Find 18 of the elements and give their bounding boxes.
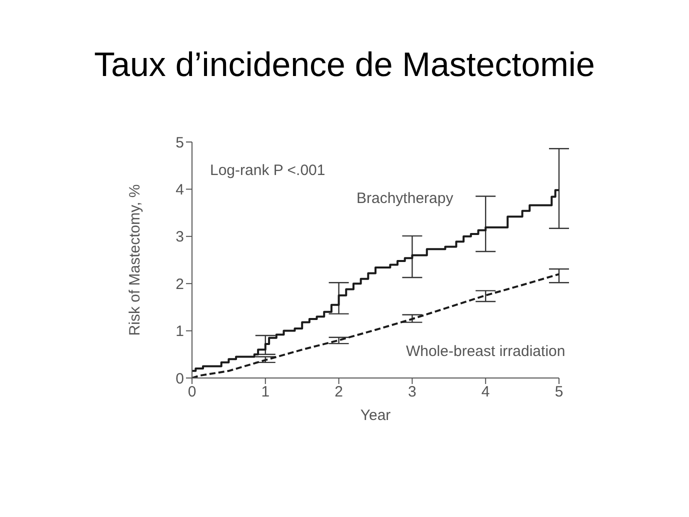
y-tick-label: 5 bbox=[176, 134, 184, 152]
series-label: Whole-breast irradiation bbox=[406, 343, 566, 360]
y-tick-label: 1 bbox=[176, 323, 184, 340]
x-tick-label: 5 bbox=[554, 384, 564, 401]
chart-title: Taux d’incidence de Mastectomie bbox=[93, 46, 596, 85]
text: Brachytherapy bbox=[356, 190, 454, 208]
x-tick-label: 3 bbox=[408, 384, 416, 401]
y-tick-label: 2 bbox=[176, 276, 184, 293]
x-tick-label: 2 bbox=[334, 384, 343, 401]
y-tick-label: 3 bbox=[176, 228, 184, 246]
annotation: Log-rank P <.001 bbox=[210, 162, 326, 179]
x-tick-label: 1 bbox=[261, 384, 270, 401]
x-axis-title: Year bbox=[360, 407, 391, 424]
x-tick-label: 0 bbox=[188, 384, 196, 401]
x-tick-label: 4 bbox=[481, 384, 490, 401]
y-tick-label: 4 bbox=[176, 182, 184, 199]
y-axis-title: Risk of Mastectomy, % bbox=[126, 184, 144, 336]
y-tick-label: 0 bbox=[176, 370, 184, 388]
